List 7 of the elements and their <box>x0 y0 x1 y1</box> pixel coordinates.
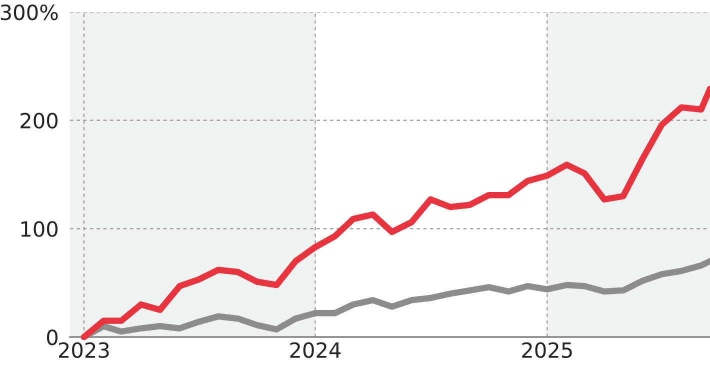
y-tick-label: 100 <box>21 221 58 237</box>
x-tick-label: 2024 <box>290 342 341 358</box>
y-tick-label: 0 <box>47 329 58 346</box>
y-tick-label: 300% <box>0 4 58 20</box>
x-tick-label: 2023 <box>58 342 109 358</box>
x-tick-label: 2025 <box>522 342 572 358</box>
y-tick-label: 200 <box>20 112 58 129</box>
